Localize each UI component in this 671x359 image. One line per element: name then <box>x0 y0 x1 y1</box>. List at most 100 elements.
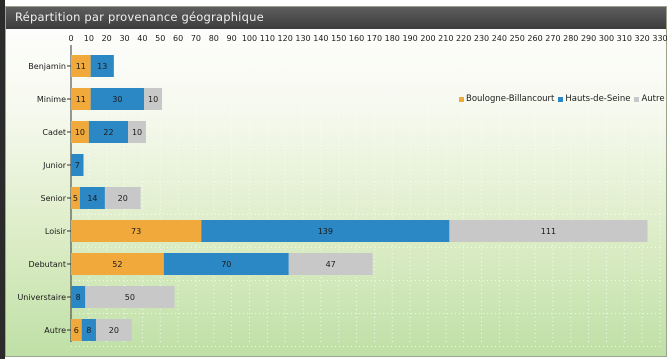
bar-segment <box>71 121 89 143</box>
category-label: Junior <box>42 161 67 170</box>
x-tick-label: 250 <box>510 34 525 43</box>
x-tick-label: 270 <box>545 34 560 43</box>
x-tick-label: 0 <box>68 34 73 43</box>
category-label: Cadet <box>42 128 66 137</box>
bar-value-label: 10 <box>148 95 158 104</box>
x-tick-label: 20 <box>102 34 112 43</box>
bar-segment <box>71 187 80 209</box>
bar-value-label: 22 <box>103 128 113 137</box>
bar-segment <box>71 253 164 275</box>
category-label: Debutant <box>29 260 66 269</box>
legend-swatch <box>558 96 564 102</box>
chart-legend: Boulogne-Billancourt Hauts-de-Seine Autre <box>459 94 669 104</box>
category-label: Senior <box>41 194 67 203</box>
left-edge-strip <box>0 0 5 359</box>
x-tick-label: 290 <box>581 34 596 43</box>
x-tick-label: 40 <box>137 34 147 43</box>
chart-title: Répartition par provenance géographique <box>15 10 264 24</box>
bar-segment <box>90 55 114 77</box>
bar-segment <box>95 319 132 341</box>
x-tick-label: 260 <box>527 34 542 43</box>
bar-segment <box>90 88 145 110</box>
category-label: Benjamin <box>28 62 66 71</box>
legend-label: Boulogne-Billancourt <box>466 94 555 104</box>
bar-value-label: 20 <box>118 194 128 203</box>
legend-item: Autre <box>634 94 665 104</box>
category-label: Autre <box>44 326 66 335</box>
x-tick-label: 120 <box>278 34 293 43</box>
x-tick-label: 10 <box>84 34 94 43</box>
x-tick-label: 150 <box>331 34 346 43</box>
bar-segment <box>144 88 163 110</box>
category-label: Minime <box>37 95 66 104</box>
bar-value-label: 5 <box>73 194 78 203</box>
bar-segment <box>79 187 105 209</box>
x-tick-label: 300 <box>599 34 614 43</box>
x-tick-label: 240 <box>492 34 507 43</box>
x-tick-label: 70 <box>191 34 201 43</box>
x-tick-label: 160 <box>349 34 364 43</box>
x-tick-label: 220 <box>456 34 471 43</box>
bar-value-label: 10 <box>132 128 142 137</box>
bar-value-label: 11 <box>76 95 86 104</box>
legend-swatch <box>459 96 464 102</box>
category-label: Universtaire <box>17 293 66 302</box>
x-tick-label: 60 <box>173 34 183 43</box>
category-label: Loisir <box>45 227 67 236</box>
bar-segment <box>71 220 202 242</box>
x-tick-label: 280 <box>563 34 578 43</box>
bar-value-label: 139 <box>318 227 333 236</box>
bar-value-label: 47 <box>326 260 336 269</box>
bar-segment <box>71 319 82 341</box>
bar-value-label: 70 <box>221 260 231 269</box>
x-tick-label: 100 <box>242 34 257 43</box>
x-tick-label: 30 <box>119 34 129 43</box>
bar-segment <box>104 187 141 209</box>
x-tick-label: 320 <box>635 34 650 43</box>
bar-value-label: 8 <box>86 326 91 335</box>
x-tick-label: 170 <box>367 34 382 43</box>
bar-segment <box>71 286 86 308</box>
bar-segment <box>163 253 289 275</box>
bar-value-label: 111 <box>541 227 556 236</box>
bar-segment <box>71 88 91 110</box>
legend-label: Hauts-de-Seine <box>565 94 631 104</box>
bar-segment <box>201 220 450 242</box>
bar-value-label: 8 <box>76 293 81 302</box>
legend-item: Hauts-de-Seine <box>558 94 630 104</box>
bar-segment <box>128 121 146 143</box>
bar-segment <box>71 154 84 176</box>
bar-value-label: 11 <box>76 62 86 71</box>
bar-value-label: 13 <box>97 62 107 71</box>
x-tick-label: 210 <box>438 34 453 43</box>
legend-swatch <box>634 96 640 102</box>
x-tick-label: 140 <box>313 34 328 43</box>
x-tick-label: 80 <box>209 34 219 43</box>
bar-segment <box>288 253 373 275</box>
x-tick-label: 110 <box>260 34 275 43</box>
bar-value-label: 7 <box>75 161 80 170</box>
x-tick-label: 90 <box>227 34 237 43</box>
bar-value-label: 52 <box>112 260 122 269</box>
chart-title-bar: Répartition par provenance géographique <box>6 7 666 29</box>
legend-label: Autre <box>641 94 665 104</box>
bar-value-label: 6 <box>74 326 79 335</box>
bar-value-label: 14 <box>87 194 97 203</box>
x-tick-label: 180 <box>385 34 400 43</box>
legend-item: Boulogne-Billancourt <box>459 94 554 104</box>
bar-value-label: 50 <box>125 293 135 302</box>
x-tick-label: 230 <box>474 34 489 43</box>
bar-value-label: 30 <box>112 95 122 104</box>
bar-value-label: 10 <box>75 128 85 137</box>
x-tick-label: 50 <box>155 34 165 43</box>
x-tick-label: 330 <box>652 34 667 43</box>
bar-segment <box>81 319 96 341</box>
bar-segment <box>85 286 175 308</box>
x-tick-label: 200 <box>420 34 435 43</box>
x-tick-label: 130 <box>295 34 310 43</box>
bar-value-label: 73 <box>131 227 141 236</box>
bar-segment <box>88 121 129 143</box>
x-tick-label: 310 <box>617 34 632 43</box>
